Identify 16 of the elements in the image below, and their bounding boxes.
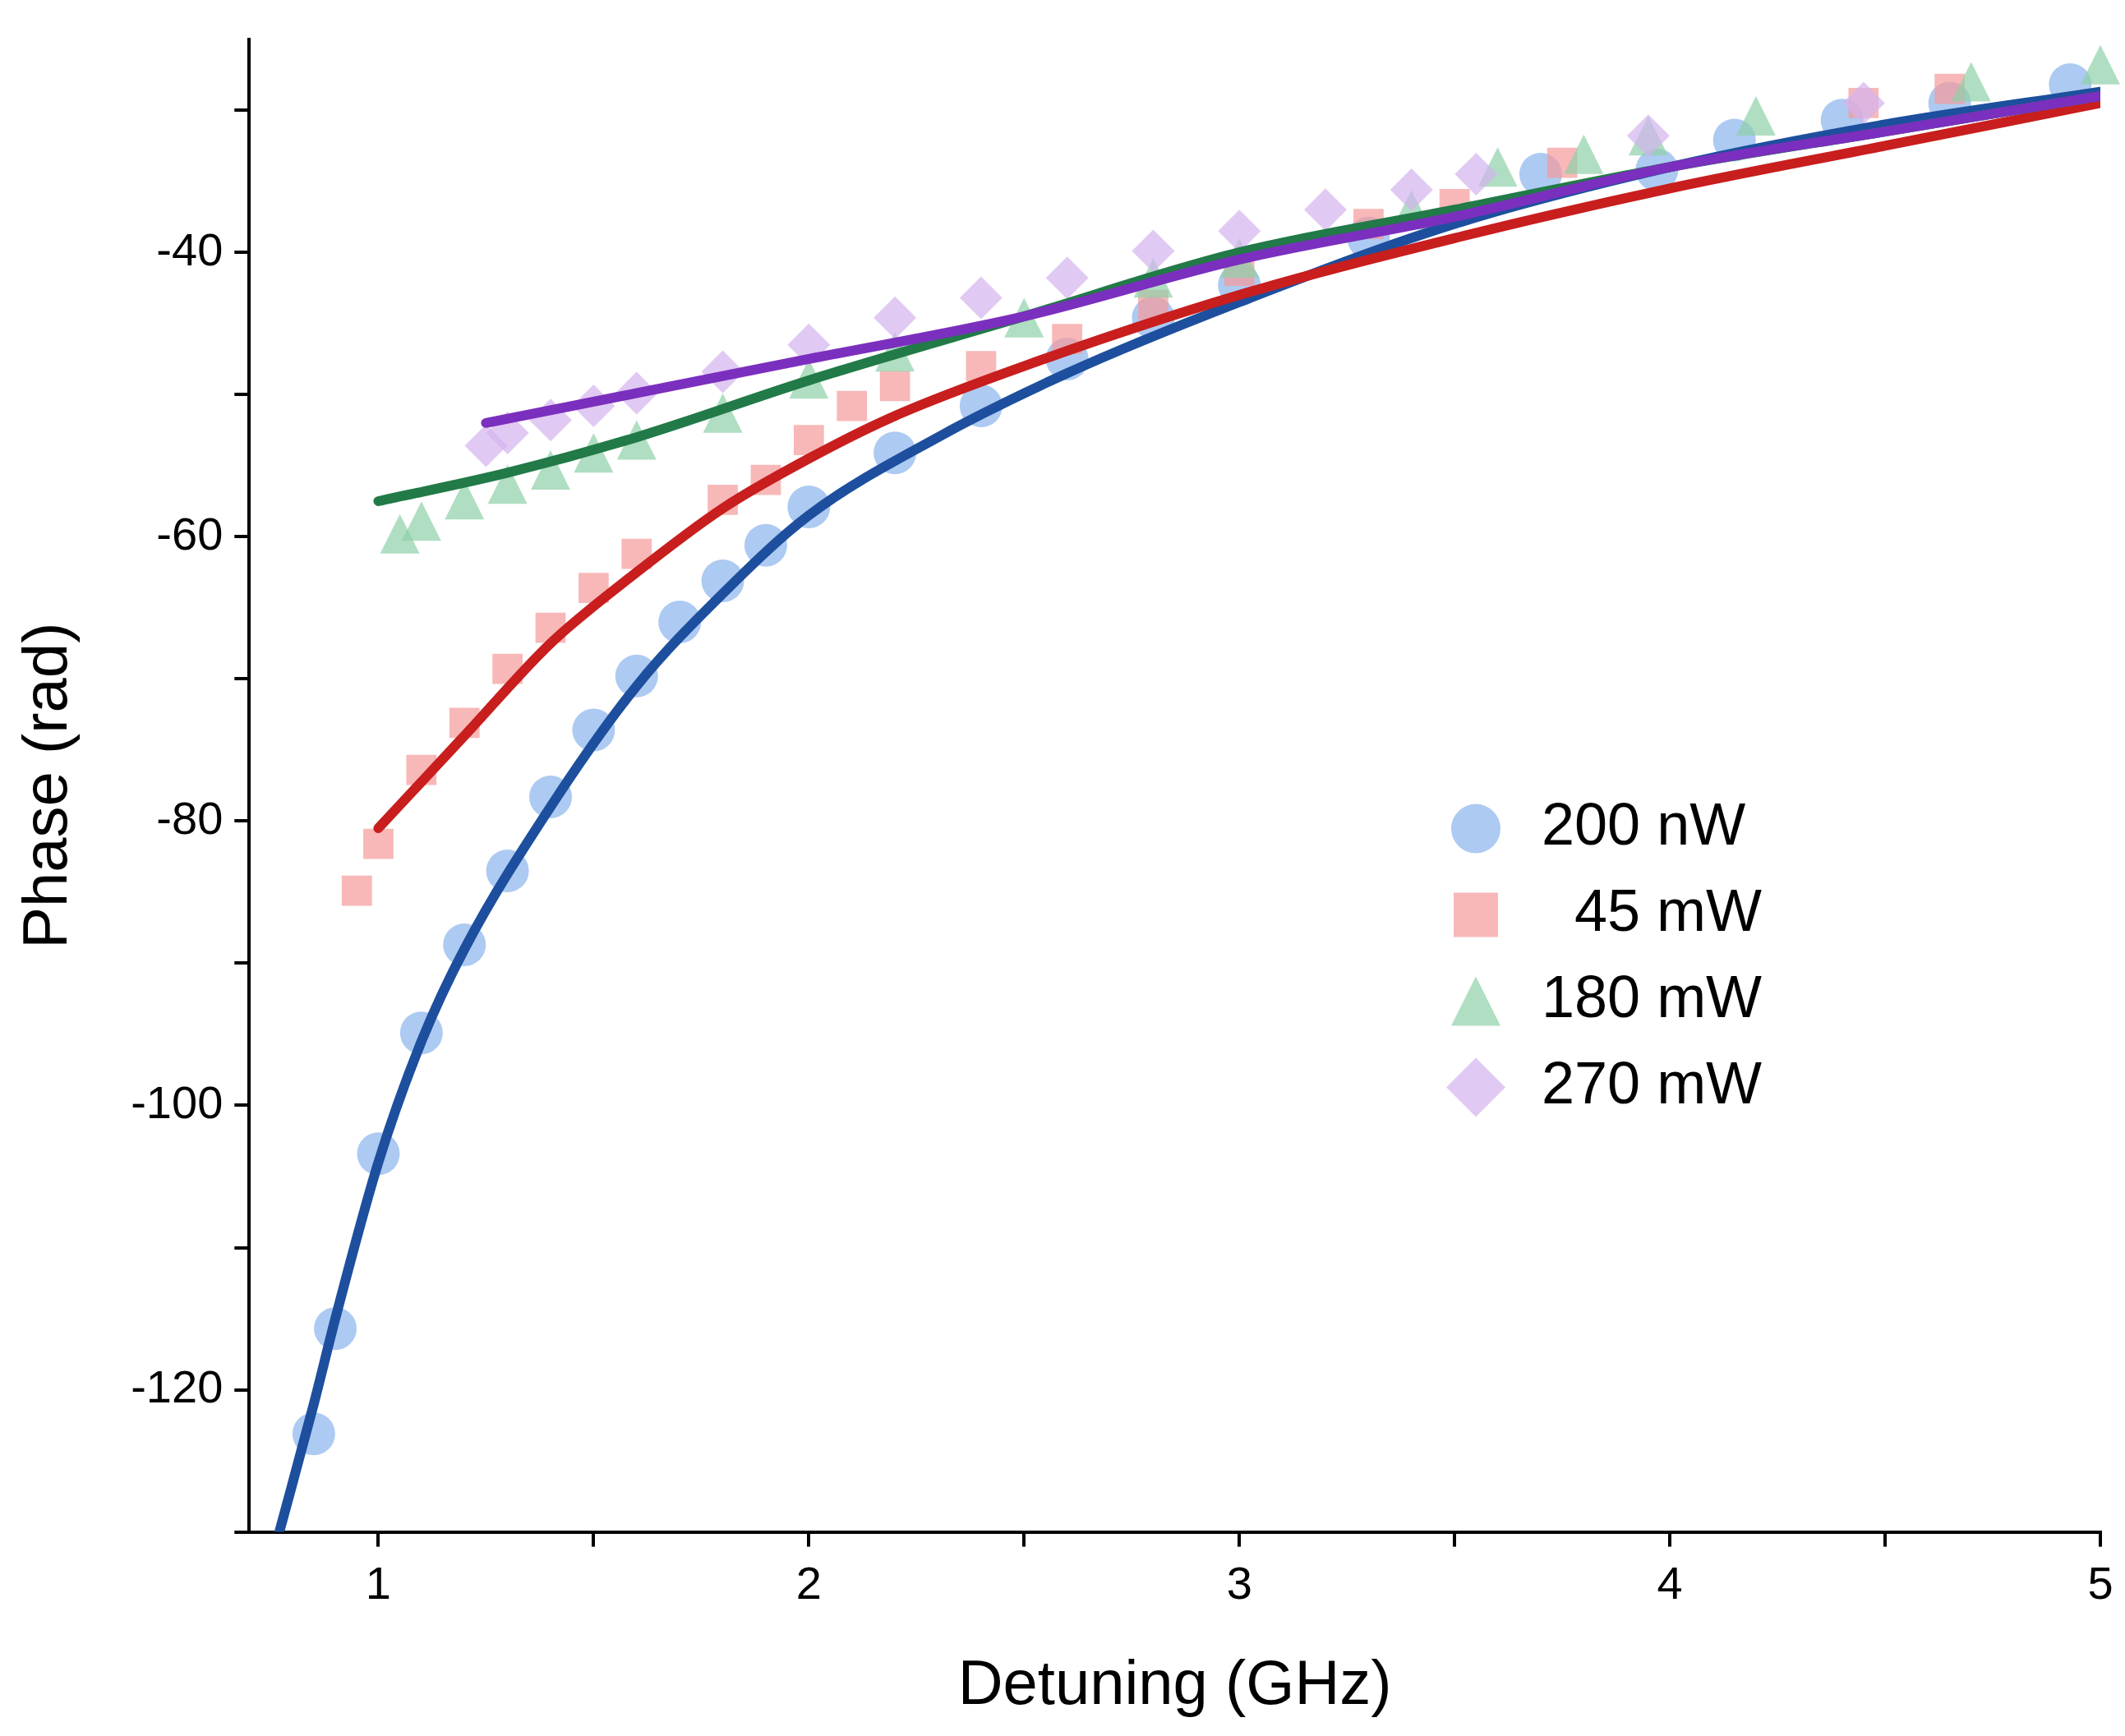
x-tick-label: 5 [2087,1556,2113,1609]
legend-label: 200 nW [1542,791,1746,858]
x-tick-label: 3 [1226,1556,1252,1609]
legend-label: 45 mW [1542,877,1763,944]
y-tick-label: -40 [156,223,224,275]
y-tick-label: -80 [156,791,224,844]
legend-label: 180 mW [1542,964,1763,1030]
y-tick-label: -120 [131,1360,224,1412]
legend-label: 270 mW [1542,1050,1763,1117]
x-tick-label: 1 [365,1556,392,1609]
y-tick-label: -60 [156,507,224,559]
x-tick-label: 2 [795,1556,822,1609]
x-tick-label: 4 [1657,1556,1683,1609]
x-axis-title: Detuning (GHz) [957,1647,1392,1718]
y-axis-title: Phase (rad) [9,622,80,949]
y-tick-label: -100 [131,1075,224,1128]
